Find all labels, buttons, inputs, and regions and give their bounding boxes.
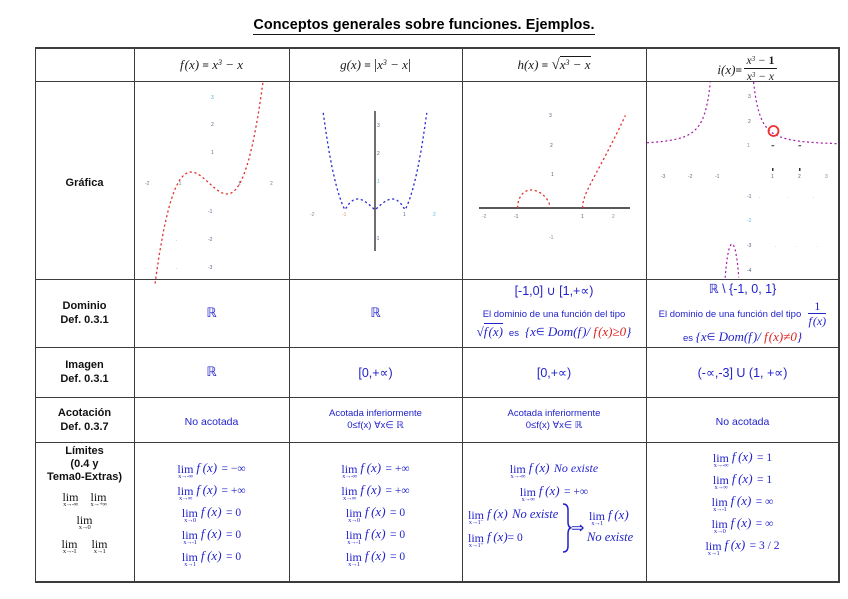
svg-text:.: .: [817, 243, 818, 249]
svg-text:-1: -1: [342, 212, 347, 218]
svg-text:.: .: [795, 243, 796, 249]
svg-text:2: 2: [377, 151, 380, 157]
svg-text:-1: -1: [177, 181, 182, 187]
svg-text:-1: -1: [208, 209, 213, 215]
svg-text:3: 3: [825, 174, 828, 180]
svg-text:3: 3: [211, 95, 214, 101]
svg-text:1: 1: [377, 179, 380, 185]
svg-text:-1: -1: [375, 236, 380, 242]
svg-text:3: 3: [377, 123, 380, 129]
svg-text:.: .: [759, 194, 760, 200]
svg-text:-4: -4: [747, 268, 752, 274]
svg-text:2: 2: [550, 143, 553, 149]
svg-text:1: 1: [771, 174, 774, 180]
svg-text:1: 1: [403, 212, 406, 218]
svg-text:3: 3: [748, 94, 751, 100]
svg-text:2: 2: [612, 214, 615, 220]
svg-text:-2: -2: [482, 214, 487, 220]
svg-text:1: 1: [551, 172, 554, 178]
svg-text:.: .: [775, 243, 776, 249]
svg-text:-3: -3: [747, 243, 752, 249]
svg-text:2: 2: [798, 174, 801, 180]
svg-text:.: .: [176, 265, 177, 271]
svg-text:.: .: [145, 265, 146, 271]
svg-text:-1: -1: [715, 174, 720, 180]
svg-text:-1: -1: [514, 214, 519, 220]
svg-text:.: .: [176, 237, 177, 243]
svg-text:-2: -2: [747, 218, 752, 224]
svg-text:-2: -2: [688, 174, 693, 180]
svg-text:1: 1: [581, 214, 584, 220]
svg-text:.: .: [813, 194, 814, 200]
svg-text:-2: -2: [310, 212, 315, 218]
svg-text:1: 1: [238, 181, 241, 187]
svg-text:-1: -1: [747, 194, 752, 200]
svg-text:-3: -3: [661, 174, 666, 180]
svg-text:2: 2: [270, 181, 273, 187]
svg-text:2: 2: [748, 119, 751, 125]
svg-text:1: 1: [747, 143, 750, 149]
svg-text:-2: -2: [208, 237, 213, 243]
svg-text:1: 1: [211, 150, 214, 156]
svg-text:2: 2: [211, 122, 214, 128]
svg-text:3: 3: [549, 113, 552, 119]
svg-text:-3: -3: [208, 265, 213, 271]
svg-text:2: 2: [433, 212, 436, 218]
svg-text:-2: -2: [145, 181, 150, 187]
svg-text:-1: -1: [549, 235, 554, 241]
svg-text:.: .: [787, 194, 788, 200]
